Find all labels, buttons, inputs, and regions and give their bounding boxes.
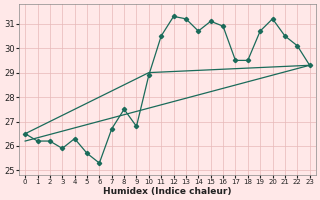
X-axis label: Humidex (Indice chaleur): Humidex (Indice chaleur) <box>103 187 232 196</box>
